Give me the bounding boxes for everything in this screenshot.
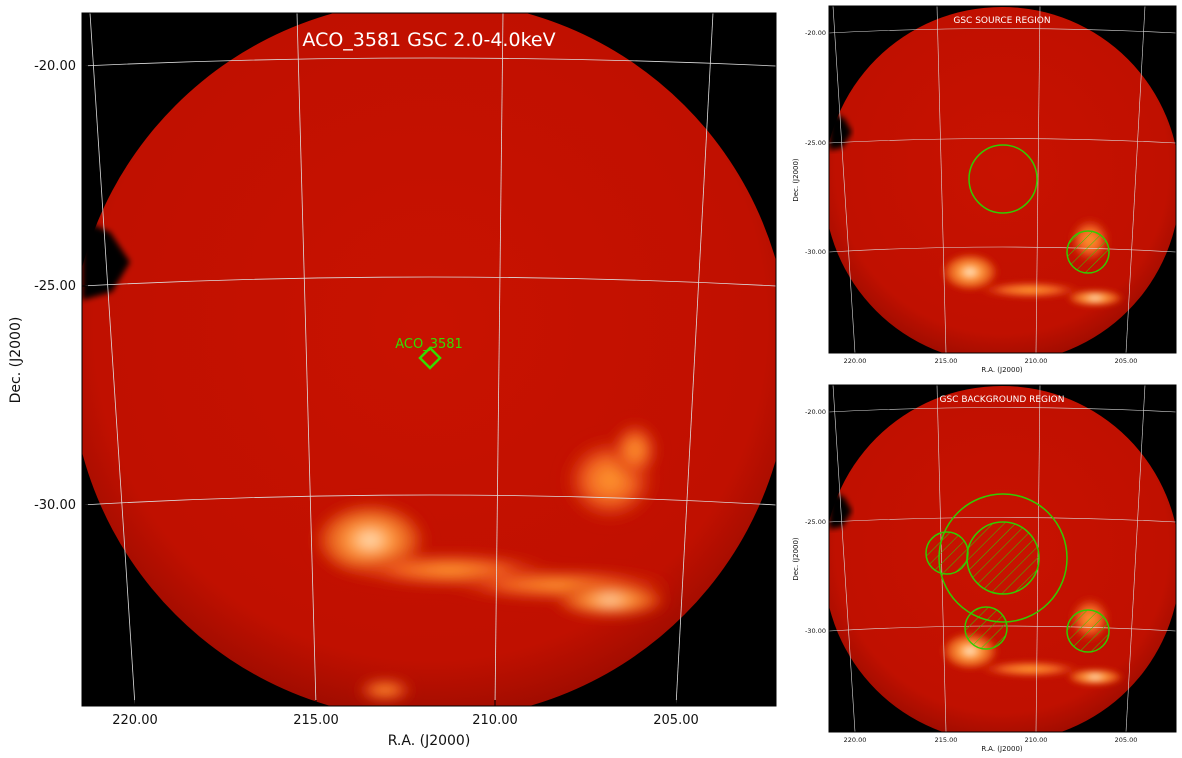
source-title: GSC SOURCE REGION (953, 16, 1050, 26)
main-panel: ACO_3581 GSC 2.0-4.0keV 220.00 215.00 21… (8, 12, 777, 749)
bkg-excluded-circle-2[interactable] (964, 606, 1008, 650)
src-xtick-0: 220.00 (844, 357, 867, 365)
bkg-xtick-2: 210.00 (1025, 736, 1048, 744)
bkg-xtick-0: 220.00 (844, 736, 867, 744)
background-panel: GSC BACKGROUND REGION 220.00 215.00 210.… (792, 384, 1177, 753)
bkg-ylabel: Dec. (J2000) (792, 537, 800, 581)
excluded-region-circle[interactable] (1066, 230, 1110, 274)
background-annulus-inner[interactable] (966, 521, 1040, 595)
main-ticks (82, 65, 677, 706)
diamond-marker-icon[interactable] (418, 346, 442, 370)
source-panel: GSC SOURCE REGION 220.00 215.00 210.00 2… (792, 5, 1177, 374)
emission-blobs (310, 420, 680, 702)
main-title: ACO_3581 GSC 2.0-4.0keV (302, 29, 555, 51)
src-xtick-2: 210.00 (1025, 357, 1048, 365)
src-xlabel: R.A. (J2000) (981, 366, 1023, 374)
main-ytick-0: -20.00 (34, 59, 76, 74)
bkg-ytick-2: -30.00 (805, 627, 826, 635)
bkg-xtick-1: 215.00 (935, 736, 958, 744)
detector-disk (82, 13, 776, 706)
main-frame (81, 12, 777, 707)
bkg-xlabel: R.A. (J2000) (981, 745, 1023, 753)
cluster-marker[interactable]: ACO_3581 (395, 337, 463, 370)
bkg-excluded-circle-1[interactable] (925, 531, 969, 575)
main-image (82, 13, 776, 706)
bkg-excluded-circle-3[interactable] (1066, 609, 1110, 653)
main-xtick-1: 215.00 (293, 713, 339, 728)
bkg-ytick-0: -20.00 (805, 408, 826, 416)
bkg-ytick-1: -25.00 (805, 518, 826, 526)
coordinate-grid (82, 13, 776, 706)
background-title: GSC BACKGROUND REGION (940, 395, 1065, 405)
src-xtick-1: 215.00 (935, 357, 958, 365)
source-region-circle[interactable] (968, 144, 1038, 214)
bkg-xtick-3: 205.00 (1115, 736, 1138, 744)
main-ytick-1: -25.00 (34, 279, 76, 294)
main-ytick-2: -30.00 (34, 498, 76, 513)
main-xtick-0: 220.00 (112, 713, 158, 728)
src-ylabel: Dec. (J2000) (792, 158, 800, 202)
main-xtick-2: 210.00 (472, 713, 518, 728)
marker-label: ACO_3581 (395, 337, 463, 352)
src-ytick-2: -30.00 (805, 248, 826, 256)
main-xlabel: R.A. (J2000) (388, 733, 471, 749)
src-ytick-1: -25.00 (805, 139, 826, 147)
src-ytick-0: -20.00 (805, 29, 826, 37)
main-ylabel: Dec. (J2000) (8, 317, 24, 404)
main-xtick-3: 205.00 (653, 713, 699, 728)
src-xtick-3: 205.00 (1115, 357, 1138, 365)
